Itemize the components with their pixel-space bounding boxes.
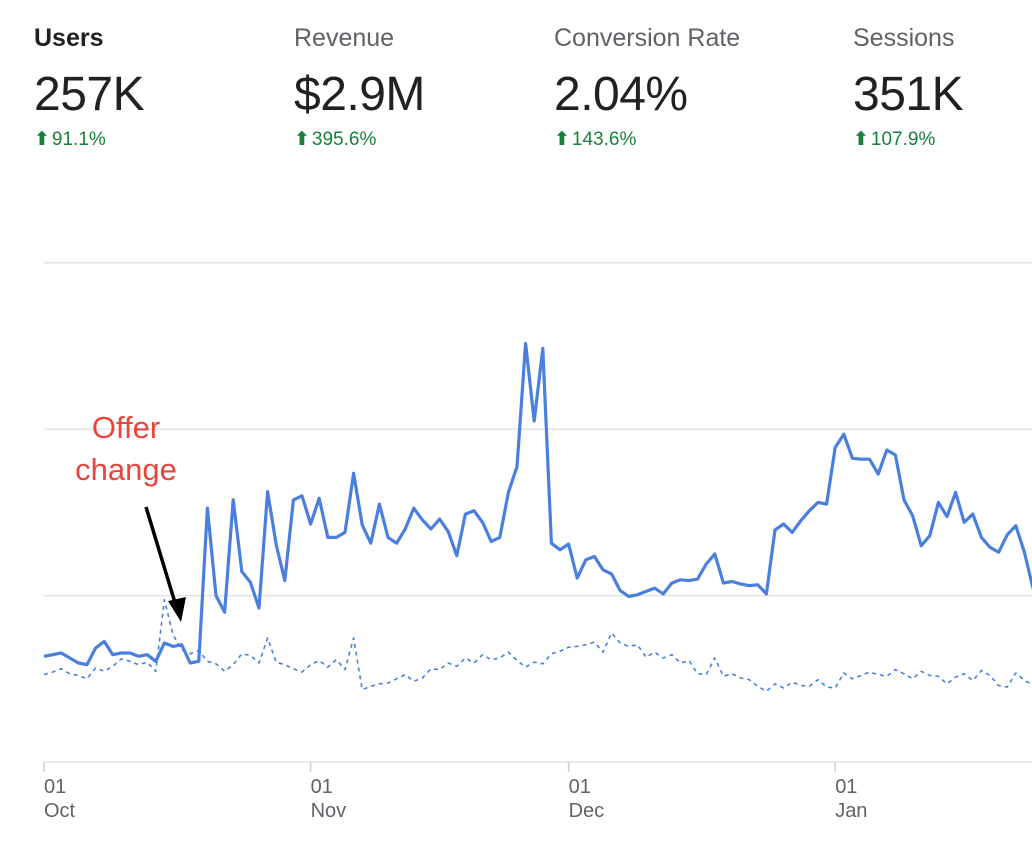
metric-label: Conversion Rate	[554, 24, 741, 52]
metric-label: Users	[34, 24, 104, 52]
x-tick-day-label: 01	[44, 776, 66, 798]
annotation-text-line2: change	[75, 452, 177, 487]
arrow-up-icon: ⬆	[554, 129, 570, 150]
x-tick-month-label: Nov	[311, 800, 347, 822]
arrow-up-icon: ⬆	[34, 129, 50, 150]
chart-grid	[44, 262, 1032, 763]
metric-card-sessions[interactable]: Sessions 351K ⬆ 107.9%	[853, 24, 964, 151]
previous-period-line	[43, 598, 1032, 693]
metric-delta: ⬆ 91.1%	[34, 129, 106, 150]
annotation-text-line1: Offer	[92, 410, 160, 445]
metric-value: 2.04%	[554, 68, 688, 121]
arrow-head-icon	[168, 597, 186, 622]
x-tick-day-label: 01	[311, 776, 333, 798]
x-tick-day-label: 01	[835, 776, 857, 798]
x-tick-month-label: Oct	[44, 800, 76, 822]
metric-card-conversion-rate[interactable]: Conversion Rate 2.04% ⬆ 143.6%	[554, 24, 740, 151]
arrow-up-icon: ⬆	[294, 129, 310, 150]
metric-value: $2.9M	[294, 68, 425, 121]
x-tick-month-label: Jan	[835, 800, 867, 822]
x-tick-month-label: Dec	[569, 800, 605, 822]
metric-delta: ⬆ 395.6%	[294, 129, 377, 150]
annotation-arrow-line	[144, 506, 178, 607]
metric-value: 351K	[853, 68, 964, 121]
metric-label: Revenue	[294, 24, 395, 52]
metric-delta: ⬆ 107.9%	[853, 129, 936, 150]
chart-series	[43, 341, 1032, 693]
metric-card-users[interactable]: Users 257K ⬆ 91.1%	[34, 24, 145, 151]
metric-delta: ⬆ 143.6%	[554, 129, 637, 150]
arrow-up-icon: ⬆	[853, 129, 869, 150]
metric-cards: Users 257K ⬆ 91.1% Revenue $2.9M ⬆ 395.6% …	[0, 0, 1032, 200]
current-period-line	[43, 341, 1032, 667]
metric-value: 257K	[34, 68, 145, 121]
offer-change-annotation: Offer change	[75, 410, 186, 622]
metric-card-revenue[interactable]: Revenue $2.9M ⬆ 395.6%	[294, 24, 425, 151]
x-tick-day-label: 01	[569, 776, 591, 798]
metric-label: Sessions	[853, 24, 955, 52]
